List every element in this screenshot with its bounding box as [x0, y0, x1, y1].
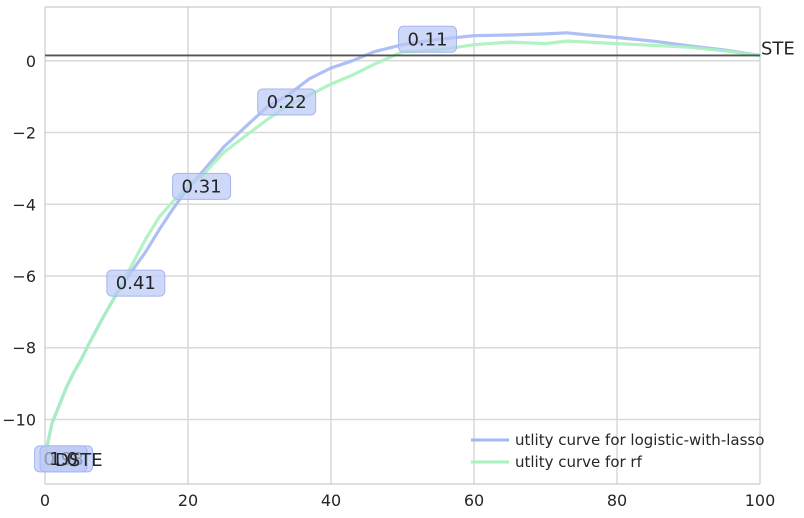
legend-label-0: utlity curve for logistic-with-lasso	[515, 431, 764, 449]
annotation-label: 0.11	[407, 29, 447, 50]
legend-label-1: utlity curve for rf	[515, 453, 643, 471]
x-tick-label: 20	[178, 491, 198, 510]
x-tick-label: 100	[745, 491, 776, 510]
reference-line-group: STE	[45, 38, 795, 59]
annotation-label: 1.0	[49, 449, 78, 470]
x-tick-label: 60	[464, 491, 484, 510]
annotation-label: 0.22	[267, 92, 307, 113]
plot-area	[45, 7, 760, 484]
legend: utlity curve for logistic-with-lasso utl…	[471, 431, 764, 471]
y-tick-label: 0	[26, 52, 36, 71]
reference-line-label: STE	[761, 38, 795, 59]
annotation-label: 0.41	[116, 273, 156, 294]
y-tick-label: −6	[12, 267, 36, 286]
y-tick-label: −10	[2, 410, 36, 429]
y-tick-label: −2	[12, 124, 36, 143]
annotation-box	[257, 88, 317, 116]
grid	[45, 7, 760, 484]
annotation-label: 0.31	[182, 176, 222, 197]
axes-frame	[44, 6, 761, 485]
annotation-box	[172, 172, 232, 200]
annotation-box	[39, 445, 88, 473]
annotation-box	[106, 269, 166, 297]
x-tick-label: 0	[40, 491, 50, 510]
annotation-box	[398, 25, 458, 53]
x-tick-label: 40	[321, 491, 341, 510]
series-line-1	[43, 39, 762, 457]
y-tick-label: −8	[12, 339, 36, 358]
y-tick-label: −4	[12, 195, 36, 214]
tick-labels: 0 20 40 60 80 100 0 −2 −4 −6 −8 −10	[2, 52, 775, 510]
x-tick-label: 80	[607, 491, 627, 510]
dste-label: DSTE	[55, 450, 103, 471]
